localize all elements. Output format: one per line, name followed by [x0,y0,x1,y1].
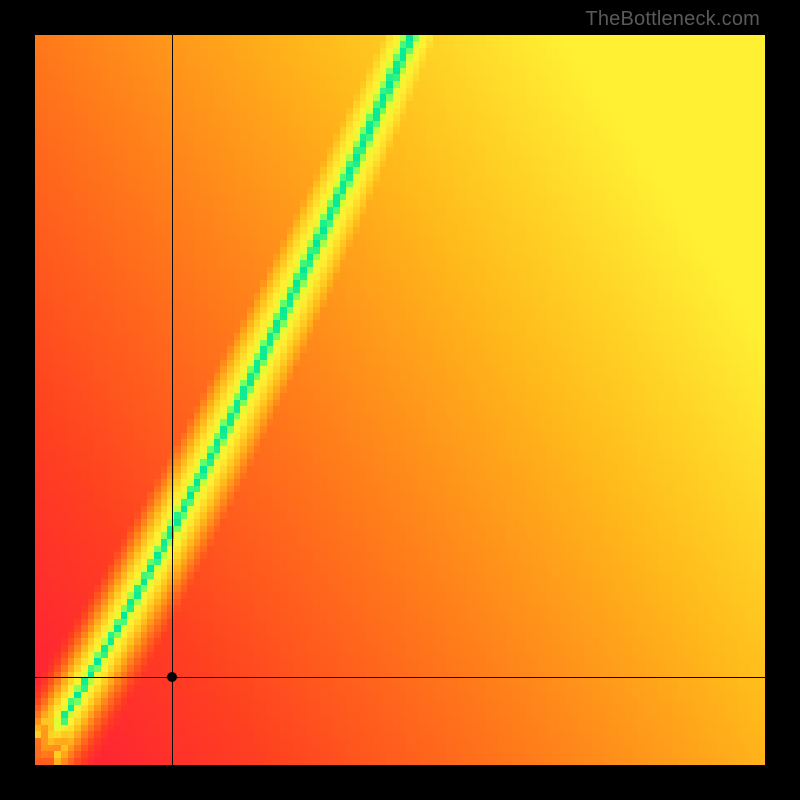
watermark-text: TheBottleneck.com [585,8,760,31]
crosshair-horizontal [35,677,765,678]
heatmap-canvas [35,35,765,765]
heatmap-plot-area [35,35,765,765]
chart-frame: TheBottleneck.com [0,0,800,800]
crosshair-vertical [172,35,173,765]
crosshair-marker [167,672,177,682]
